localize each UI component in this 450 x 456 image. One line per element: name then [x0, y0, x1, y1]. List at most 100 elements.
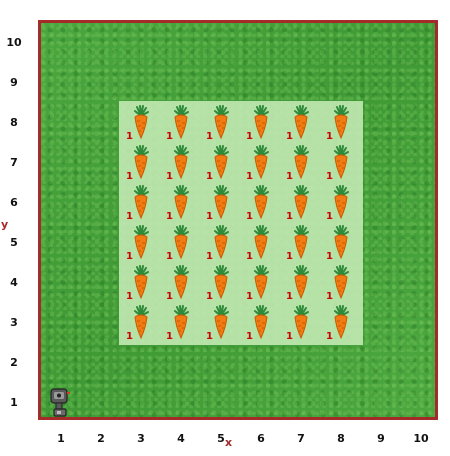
carrot-count: 1: [246, 171, 253, 182]
carrot-cell[interactable]: 1: [201, 223, 241, 263]
carrot-count: 1: [326, 171, 333, 182]
carrot-icon: [209, 185, 233, 220]
x-tick-label: 8: [337, 432, 345, 445]
carrot-cell[interactable]: 1: [321, 183, 361, 223]
carrot-count: 1: [286, 131, 293, 142]
carrot-icon: [169, 105, 193, 140]
y-tick-label: 6: [10, 196, 18, 209]
x-tick-label: 9: [377, 432, 385, 445]
carrot-icon: [249, 105, 273, 140]
carrot-cell[interactable]: 1: [161, 303, 201, 343]
y-tick-label: 8: [10, 116, 18, 129]
y-tick-label: 1: [10, 396, 18, 409]
carrot-cell[interactable]: 1: [161, 103, 201, 143]
carrot-cell[interactable]: 1: [201, 263, 241, 303]
carrot-count: 1: [126, 171, 133, 182]
x-tick-label: 3: [137, 432, 145, 445]
y-tick-label: 9: [10, 76, 18, 89]
carrot-icon: [249, 145, 273, 180]
carrot-icon: [249, 305, 273, 340]
carrot-count: 1: [246, 331, 253, 342]
carrot-cell[interactable]: 1: [281, 143, 321, 183]
carrot-cell[interactable]: 1: [201, 103, 241, 143]
carrot-cell[interactable]: 1: [321, 223, 361, 263]
x-tick-label: 2: [97, 432, 105, 445]
carrot-count: 1: [166, 291, 173, 302]
carrot-cell[interactable]: 1: [161, 263, 201, 303]
carrot-count: 1: [126, 211, 133, 222]
carrot-count: 1: [286, 291, 293, 302]
carrot-cell[interactable]: 1: [321, 303, 361, 343]
carrot-cell[interactable]: 1: [241, 143, 281, 183]
carrot-icon: [169, 265, 193, 300]
carrot-cell[interactable]: 1: [121, 103, 161, 143]
carrot-count: 1: [326, 251, 333, 262]
y-tick-label: 2: [10, 356, 18, 369]
carrot-icon: [169, 225, 193, 260]
carrot-cell[interactable]: 1: [121, 223, 161, 263]
carrot-count: 1: [246, 131, 253, 142]
carrot-count: 1: [206, 211, 213, 222]
carrot-cell[interactable]: 1: [201, 143, 241, 183]
carrot-icon: [129, 305, 153, 340]
carrot-cell[interactable]: 1: [161, 223, 201, 263]
carrot-count: 1: [206, 331, 213, 342]
carrot-icon: [329, 225, 353, 260]
carrot-count: 1: [206, 131, 213, 142]
carrot-count: 1: [126, 291, 133, 302]
carrot-icon: [249, 185, 273, 220]
carrot-cell[interactable]: 1: [121, 263, 161, 303]
carrot-icon: [289, 145, 313, 180]
carrot-cell[interactable]: 1: [281, 183, 321, 223]
carrot-count: 1: [166, 251, 173, 262]
carrot-count: 1: [166, 131, 173, 142]
carrot-cell[interactable]: 1: [161, 143, 201, 183]
carrot-icon: [209, 105, 233, 140]
carrot-count: 1: [246, 211, 253, 222]
y-tick-label: 5: [10, 236, 18, 249]
carrot-count: 1: [326, 331, 333, 342]
carrot-icon: [289, 185, 313, 220]
carrot-icon: [129, 105, 153, 140]
carrot-count: 1: [206, 171, 213, 182]
carrot-icon: [169, 145, 193, 180]
carrot-cell[interactable]: 1: [281, 263, 321, 303]
carrot-count: 1: [206, 291, 213, 302]
carrot-cell[interactable]: 1: [121, 303, 161, 343]
carrot-cell[interactable]: 1: [241, 263, 281, 303]
carrot-cell[interactable]: 1: [161, 183, 201, 223]
carrot-cell[interactable]: 1: [241, 103, 281, 143]
carrot-icon: [329, 265, 353, 300]
carrot-icon: [209, 225, 233, 260]
carrot-icon: [289, 105, 313, 140]
carrot-cell[interactable]: 1: [241, 303, 281, 343]
x-tick-label: 4: [177, 432, 185, 445]
carrot-cell[interactable]: 1: [201, 303, 241, 343]
carrot-icon: [249, 265, 273, 300]
carrot-cell[interactable]: 1: [321, 143, 361, 183]
carrot-cell[interactable]: 1: [121, 183, 161, 223]
carrot-count: 1: [246, 251, 253, 262]
carrot-icon: [209, 145, 233, 180]
carrot-cell[interactable]: 1: [241, 223, 281, 263]
carrot-count: 1: [286, 331, 293, 342]
carrot-cell[interactable]: 1: [201, 183, 241, 223]
carrot-cell[interactable]: 1: [321, 263, 361, 303]
y-tick-label: 3: [10, 316, 18, 329]
y-tick-label: 4: [10, 276, 18, 289]
carrot-cell[interactable]: 1: [321, 103, 361, 143]
x-tick-label: 6: [257, 432, 265, 445]
robot-icon[interactable]: [48, 387, 74, 417]
carrot-icon: [209, 305, 233, 340]
y-tick-label: 7: [10, 156, 18, 169]
carrot-count: 1: [166, 331, 173, 342]
carrot-cell[interactable]: 1: [281, 103, 321, 143]
carrot-cell[interactable]: 1: [241, 183, 281, 223]
carrot-cell[interactable]: 1: [281, 223, 321, 263]
x-tick-label: 10: [413, 432, 429, 445]
carrot-count: 1: [206, 251, 213, 262]
carrot-cell[interactable]: 1: [121, 143, 161, 183]
carrot-cell[interactable]: 1: [281, 303, 321, 343]
game-field[interactable]: 1 1 1 1 1 1 1 1 1 1 1 1 1 1 1 1 1 1 1 1 1 1 1 1 1 1 1 1 1 1 1 1 1 1 1 1: [38, 20, 438, 420]
carrot-icon: [169, 305, 193, 340]
